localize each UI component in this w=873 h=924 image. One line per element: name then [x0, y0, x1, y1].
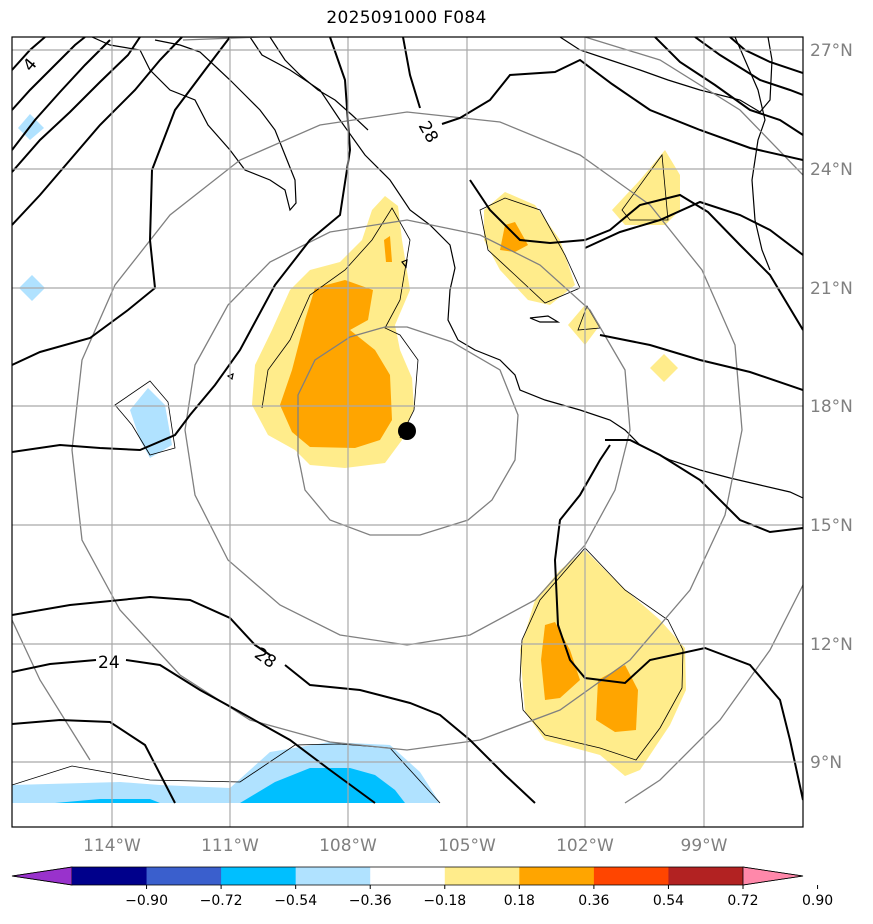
contour-sw-1: [12, 595, 271, 656]
colorbar-segment: [593, 867, 669, 885]
island-2: [401, 259, 408, 269]
colorbar: [11, 866, 819, 889]
island-1: [529, 315, 561, 323]
coastline-baja-west: [91, 37, 297, 212]
colorbar-segment: [519, 867, 595, 885]
contour-nw-2: [12, 37, 183, 226]
contour-east-3: [599, 334, 803, 391]
longitude-labels: 114°W 111°W 108°W 105°W 102°W 99°W: [83, 836, 728, 856]
contour-east-1: [584, 200, 803, 256]
colorbar-tick-label: 0.54: [653, 893, 684, 909]
thin-contour-south: [519, 547, 684, 761]
map-content: 28 28 24 4: [12, 37, 803, 827]
range-ring-outermost: [12, 37, 803, 804]
colorbar-tick-label: 0.72: [727, 893, 758, 909]
contour-nw-5: [12, 39, 111, 151]
graticule: [12, 37, 803, 827]
contour-east-2: [469, 179, 803, 331]
contour-ne-3: [729, 37, 803, 74]
thick-contours: [12, 37, 803, 804]
range-ring-middle: [184, 219, 631, 646]
lat-label-21: 21°N: [810, 279, 853, 299]
colorbar-tick-label: 0.36: [578, 893, 609, 909]
lon-label-114: 114°W: [83, 836, 141, 856]
range-rings: [12, 37, 803, 804]
colorbar-segment: [146, 867, 222, 885]
fill-yellow-south: [520, 550, 686, 776]
fill-orange-south-a: [541, 622, 580, 700]
colorbar-tick-label: −0.90: [125, 893, 168, 909]
contour-nw-3: [12, 37, 86, 111]
colorbar-tick-label: −0.18: [423, 893, 466, 909]
lat-label-9: 9°N: [810, 753, 842, 773]
coastline-mainland-mexico: [249, 37, 803, 499]
colorbar-tick-label: 0.18: [504, 893, 535, 909]
fill-yellow-diamond: [650, 354, 678, 382]
contour-sw-2: [284, 664, 536, 804]
fill-blue-strip: [55, 799, 160, 803]
lat-label-18: 18°N: [810, 397, 853, 417]
lon-label-105: 105°W: [438, 836, 496, 856]
contour-central-west: [12, 37, 231, 366]
coastline-gulf-east: [559, 37, 773, 113]
lat-label-24: 24°N: [810, 160, 853, 180]
colorbar-tick-label: 0.90: [802, 893, 833, 909]
colorbar-segment: [444, 867, 520, 885]
thin-contour-central: [261, 207, 419, 439]
lon-label-108: 108°W: [319, 836, 377, 856]
lat-label-27: 27°N: [810, 41, 853, 61]
contour-24: [12, 659, 376, 804]
thin-contour-west: [114, 380, 176, 456]
storm-center-marker: [398, 422, 416, 440]
colorbar-segment: [295, 867, 371, 885]
colorbar-segment: [370, 867, 446, 885]
range-ring-inner: [297, 326, 519, 536]
lon-label-111: 111°W: [201, 836, 259, 856]
lat-label-12: 12°N: [810, 635, 853, 655]
colorbar-segment: [72, 867, 148, 885]
range-ring-outer: [71, 111, 743, 751]
fill-orange-north: [500, 222, 528, 252]
coastline-baja-east: [269, 37, 369, 131]
contour-se: [605, 439, 803, 534]
contour-nw-1: [12, 37, 141, 173]
colorbar-tick-label: −0.36: [349, 893, 392, 909]
latitude-labels: 27°N 24°N 21°N 18°N 15°N 12°N 9°N: [810, 41, 853, 773]
map-title: 2025091000 F084: [326, 8, 487, 28]
colorbar-outline: [11, 866, 804, 886]
colorbar-extend-high: [742, 866, 804, 886]
fill-orange-sliver: [384, 236, 392, 262]
colorbar-extend-low: [11, 866, 73, 886]
lon-label-102: 102°W: [556, 836, 614, 856]
colorbar-tick-label: −0.54: [274, 893, 317, 909]
contour-label-24: 24: [98, 653, 120, 673]
colorbar-tick-label: −0.72: [200, 893, 243, 909]
lat-label-15: 15°N: [810, 516, 853, 536]
coastline-gulf-mexico: [734, 37, 771, 271]
map-frame: [11, 36, 804, 828]
coastline: [91, 37, 803, 499]
colorbar-segment: [221, 867, 297, 885]
lon-label-99: 99°W: [681, 836, 728, 856]
contour-ne-1: [654, 37, 803, 136]
contour-ne-2: [694, 37, 803, 96]
contour-sw-3: [12, 718, 176, 804]
colorbar-segment: [668, 867, 744, 885]
colorbar-tick-labels: −0.90 −0.72 −0.54 −0.36 −0.18 0.18 0.36 0.54 0.7…: [125, 893, 833, 909]
